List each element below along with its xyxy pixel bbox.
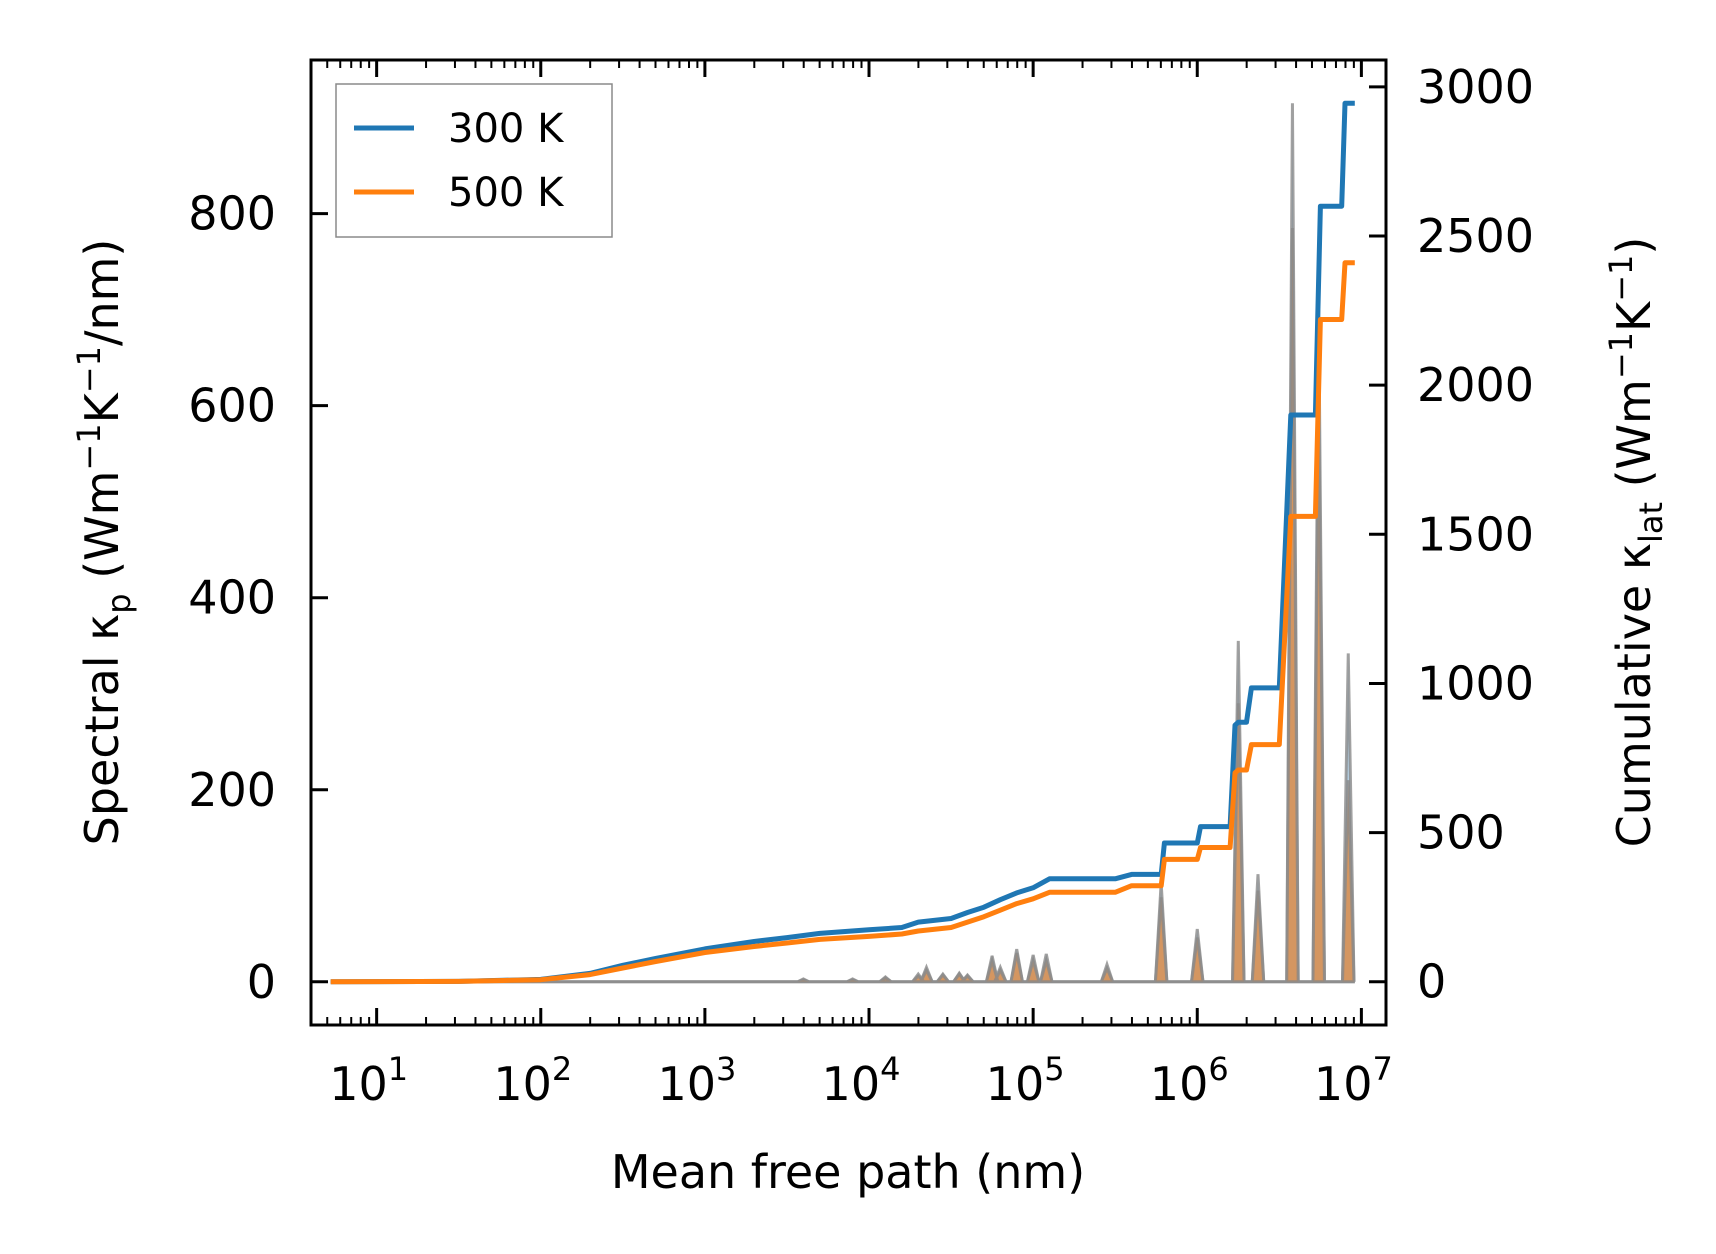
y-right-title-d: ) — [1607, 237, 1661, 255]
y-left-title-a: Spectral κ — [75, 614, 129, 846]
y-axis-right: 0 500 1000 1500 2000 2500 3000 — [1369, 60, 1534, 1009]
cumulative-line-300k — [330, 100, 1355, 985]
y-right-tick-label: 1500 — [1417, 507, 1534, 561]
y-right-tick-label: 500 — [1417, 806, 1505, 860]
cumulative-layer — [330, 100, 1355, 985]
y-left-tick-label: 800 — [188, 187, 276, 241]
x-tick-label: 102 — [493, 1050, 572, 1111]
cumulative-line-500k — [330, 260, 1355, 985]
legend-label-300k: 300 K — [448, 106, 565, 152]
y-left-tick-label: 600 — [188, 379, 276, 433]
y-left-title-sub: p — [100, 593, 138, 613]
y-right-title-sup1: −1 — [1602, 332, 1640, 379]
spectral-layer — [330, 103, 1356, 984]
y-left-title-sup2: −1 — [70, 346, 108, 393]
x-tick-label: 101 — [329, 1050, 408, 1111]
y-left-tick-label: 400 — [188, 571, 276, 625]
spectral-500k-area — [330, 228, 1356, 984]
y-right-title-b: (Wm — [1607, 379, 1661, 502]
x-tick-label: 103 — [657, 1050, 736, 1111]
x-axis-title: Mean free path (nm) — [611, 1145, 1085, 1199]
x-tick-label: 105 — [986, 1050, 1065, 1111]
y-right-title-c: K — [1607, 300, 1661, 332]
legend-box — [335, 83, 613, 238]
legend: 300 K 500 K — [335, 83, 613, 238]
y-right-tick-label: 1000 — [1417, 656, 1534, 710]
y-left-title-d: /nm) — [75, 239, 129, 346]
y-right-tick-label: 0 — [1417, 955, 1446, 1009]
x-axis: 101 102 103 104 105 106 107 — [310, 60, 1393, 1111]
y-axis-left-title: Spectral κp (Wm−1K−1/nm) — [70, 239, 138, 846]
y-right-title-a: Cumulative κ — [1607, 543, 1661, 847]
y-axis-right-title: Cumulative κlat (Wm−1K−1) — [1602, 237, 1670, 848]
y-right-tick-label: 2000 — [1417, 358, 1534, 412]
legend-label-500k: 500 K — [448, 170, 565, 216]
x-tick-label: 106 — [1150, 1050, 1229, 1111]
y-axis-left: 0 200 400 600 800 — [188, 187, 328, 1009]
plot-frame — [309, 58, 1388, 1027]
y-right-title-sup2: −1 — [1602, 255, 1640, 302]
x-tick-label: 104 — [822, 1050, 901, 1111]
y-left-tick-label: 200 — [188, 763, 276, 817]
y-right-tick-label: 2500 — [1417, 209, 1534, 263]
y-left-tick-label: 0 — [247, 955, 276, 1009]
y-left-title-c: K — [75, 391, 129, 423]
y-right-tick-label: 3000 — [1417, 60, 1534, 114]
y-left-title-sup1: −1 — [70, 423, 108, 470]
y-right-title-sub: lat — [1632, 502, 1670, 543]
y-left-title-b: (Wm — [75, 471, 129, 594]
x-tick-label: 107 — [1314, 1050, 1393, 1111]
